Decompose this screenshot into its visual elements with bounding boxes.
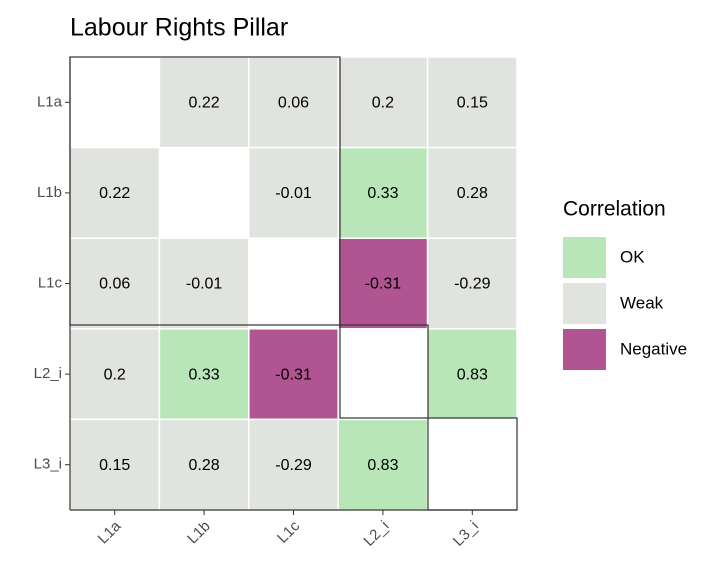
x-tick-label: L1a <box>95 517 125 547</box>
y-tick-label: L1c <box>38 274 63 291</box>
cell-label: -0.29 <box>454 276 491 293</box>
cell-label: -0.01 <box>186 276 223 293</box>
cells: 0.22 0.06 0.2 0.15 0.22 -0.01 0.33 0.28 0.06 -0.0… <box>69 56 518 511</box>
cell <box>248 146 339 239</box>
cell-label: -0.31 <box>365 276 402 293</box>
cell-label: 0.22 <box>99 185 130 202</box>
legend-label: Weak <box>620 293 664 312</box>
legend-title: Correlation <box>563 198 666 221</box>
cell <box>158 56 250 149</box>
x-tick-label: L1b <box>184 518 214 548</box>
cell <box>158 418 250 511</box>
cell-label: 0.33 <box>189 366 220 383</box>
legend-key <box>563 237 606 278</box>
group-frame <box>339 324 429 419</box>
cell <box>337 418 429 511</box>
cell-label: 0.06 <box>278 95 309 112</box>
y-tick-label: L1a <box>37 93 63 110</box>
cell <box>158 328 250 421</box>
cell <box>426 56 518 149</box>
cell <box>337 56 429 149</box>
cell-label: -0.29 <box>275 457 312 474</box>
cell-label: 0.06 <box>99 276 130 293</box>
cell-label: 0.2 <box>372 95 394 112</box>
cell-label: 0.33 <box>367 185 398 202</box>
cell-label: 0.15 <box>457 95 488 112</box>
cell <box>248 56 339 149</box>
legend-label: OK <box>620 247 645 266</box>
group-frame <box>427 417 518 511</box>
cell-label: 0.83 <box>367 457 398 474</box>
cell-label: 0.22 <box>189 95 220 112</box>
cell <box>248 418 339 511</box>
cell-label: -0.31 <box>275 366 312 383</box>
cell-label: -0.01 <box>275 185 312 202</box>
legend-key <box>563 329 606 370</box>
cell <box>158 237 250 330</box>
y-tick-label: L3_i <box>34 456 62 473</box>
cell-label: 0.83 <box>457 366 488 383</box>
chart-title: Labour Rights Pillar <box>70 14 288 42</box>
cell <box>426 146 518 239</box>
cell-label: 0.15 <box>99 457 130 474</box>
cell <box>426 237 518 330</box>
legend-label: Negative <box>620 339 687 358</box>
cell-label: 0.28 <box>457 185 488 202</box>
x-tick-label: L1c <box>274 517 303 546</box>
legend-key <box>563 283 606 324</box>
x-tick-label: L2_i <box>360 518 392 550</box>
y-tick-label: L2_i <box>34 365 62 382</box>
cell-label: 0.2 <box>104 366 126 383</box>
y-tick-label: L1b <box>37 184 62 201</box>
cell-label: 0.28 <box>189 457 220 474</box>
x-tick-label: L3_i <box>450 518 482 550</box>
